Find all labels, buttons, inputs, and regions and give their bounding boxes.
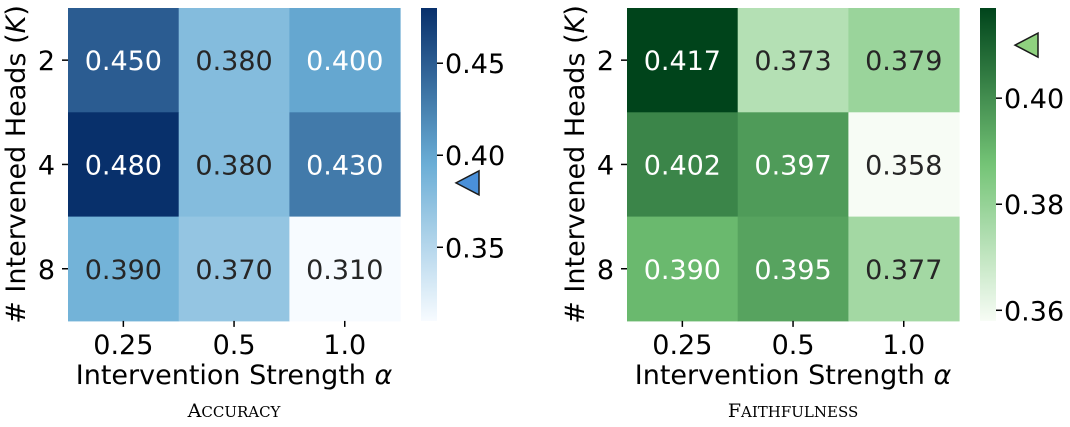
cell-value-label: 0.450 [85, 46, 162, 77]
panel-caption: ACCURACY [187, 400, 282, 422]
cell-value-label: 0.370 [195, 255, 272, 286]
y-tick-label: 4 [38, 150, 55, 181]
y-tick-label: 8 [597, 255, 614, 286]
heatmap-cell [68, 112, 180, 218]
heatmap-cell [848, 216, 960, 322]
cell-value-label: 0.400 [306, 46, 383, 77]
cell-value-label: 0.390 [644, 255, 721, 286]
heatmap-cell [289, 8, 401, 113]
y-tick-label: 8 [38, 255, 55, 286]
heatmap-cell [178, 8, 290, 113]
x-tick-label: 1.0 [323, 330, 366, 361]
heatmap-cell [289, 112, 401, 218]
colorbar [421, 8, 437, 321]
heatmap-cell [289, 216, 401, 322]
marker-triangle [454, 169, 480, 197]
cell-value-label: 0.310 [306, 255, 383, 286]
heatmap-cell [627, 8, 739, 113]
x-tick-label: 0.25 [93, 330, 153, 361]
x-tick-label: 0.5 [213, 330, 256, 361]
heatmap-cell [737, 8, 849, 113]
cell-value-label: 0.417 [644, 46, 721, 77]
x-axis-label: Intervention Strength α [635, 360, 952, 391]
y-axis-label: # Intervened Heads (K) [560, 5, 591, 324]
colorbar [980, 8, 996, 321]
colorbar-tick-label: 0.45 [445, 49, 505, 80]
heatmap-cell [68, 8, 180, 113]
x-tick-label: 1.0 [882, 330, 925, 361]
heatmap-cell [737, 216, 849, 322]
colorbar-tick-label: 0.40 [1004, 84, 1064, 115]
heatmap-cell [68, 216, 180, 322]
colorbar-tick-label: 0.35 [445, 233, 505, 264]
heatmap-cell [848, 8, 960, 113]
heatmap-cell [178, 112, 290, 218]
cell-value-label: 0.397 [754, 150, 831, 181]
cell-value-label: 0.480 [85, 150, 162, 181]
cell-value-label: 0.380 [195, 46, 272, 77]
cell-value-label: 0.395 [754, 255, 831, 286]
y-tick-label: 4 [597, 150, 614, 181]
panel-caption: FAITHFULNESS [728, 400, 858, 422]
y-axis-label: # Intervened Heads (K) [1, 5, 32, 324]
cell-value-label: 0.390 [85, 255, 162, 286]
y-tick-label: 2 [38, 46, 55, 77]
colorbar-tick-label: 0.38 [1004, 190, 1064, 221]
marker-triangle [1013, 31, 1039, 59]
colorbar-tick-label: 0.36 [1004, 296, 1064, 327]
accuracy-panel: 0.450 0.380 0.400 0.480 0.380 0.430 0.390 0.370… [1, 5, 505, 422]
y-tick-label: 2 [597, 46, 614, 77]
heatmap-cell [848, 112, 960, 218]
cell-value-label: 0.358 [865, 150, 942, 181]
heatmap-cell [178, 216, 290, 322]
x-tick-label: 0.25 [652, 330, 712, 361]
x-tick-label: 0.5 [772, 330, 815, 361]
cell-value-label: 0.377 [865, 255, 942, 286]
cell-value-label: 0.373 [754, 46, 831, 77]
cell-value-label: 0.379 [865, 46, 942, 77]
cell-value-label: 0.380 [195, 150, 272, 181]
heatmap-cell [627, 216, 739, 322]
cell-value-label: 0.402 [644, 150, 721, 181]
heatmap-cell [737, 112, 849, 218]
heatmap-cell [627, 112, 739, 218]
x-axis-label: Intervention Strength α [76, 360, 393, 391]
colorbar-tick-label: 0.40 [445, 141, 505, 172]
cell-value-label: 0.430 [306, 150, 383, 181]
